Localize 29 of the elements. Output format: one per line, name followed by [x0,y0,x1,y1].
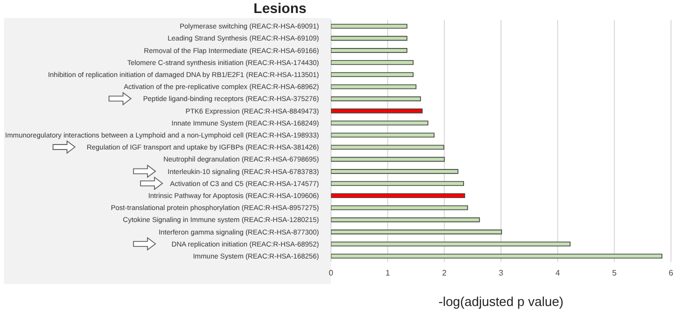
x-axis-title: -log(adjusted p value) [437,294,565,309]
bar [331,205,468,210]
bar [331,181,464,186]
bar [331,120,428,126]
x-tick-label: 0 [328,268,334,278]
x-tick-label: 6 [668,268,674,278]
bar [331,108,423,114]
bar [331,193,466,198]
chart-title: Lesions [252,0,308,16]
bar [331,72,414,78]
bar [331,48,408,53]
bar [331,96,421,102]
x-tick-label: 1 [385,268,390,278]
x-tick-label: 4 [555,268,560,278]
bar [331,242,571,246]
bar [331,230,502,234]
bar [331,84,416,90]
bar [331,254,662,259]
bar [331,169,458,174]
bar [331,132,435,138]
bar [331,36,408,41]
x-tick-label: 3 [498,268,504,278]
x-tick-label: 5 [612,268,618,278]
bar [331,60,414,65]
bar [331,144,444,150]
bar [331,217,480,222]
bar [331,24,408,29]
bar [331,156,445,162]
x-tick-label: 2 [442,268,448,278]
